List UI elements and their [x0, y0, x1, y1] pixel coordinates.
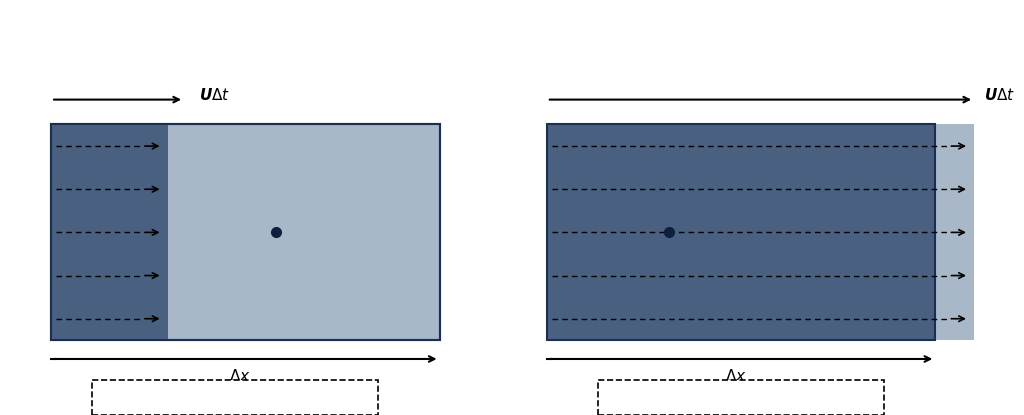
Bar	[547, 124, 935, 340]
Bar	[51, 124, 168, 340]
Text: $\boldsymbol{U}\Delta t$: $\boldsymbol{U}\Delta t$	[984, 88, 1016, 103]
Bar	[547, 124, 974, 340]
Text: $Co = 1.1$: $Co = 1.1$	[707, 388, 775, 406]
Bar	[51, 124, 439, 340]
Text: $Co = 0.3$: $Co = 0.3$	[201, 388, 269, 406]
Bar	[92, 380, 378, 415]
Bar	[598, 380, 884, 415]
Text: $\boldsymbol{U}\Delta t$: $\boldsymbol{U}\Delta t$	[200, 88, 230, 103]
Text: $\Delta x$: $\Delta x$	[725, 368, 746, 383]
Bar	[51, 124, 439, 340]
Text: $\Delta x$: $\Delta x$	[229, 368, 251, 383]
